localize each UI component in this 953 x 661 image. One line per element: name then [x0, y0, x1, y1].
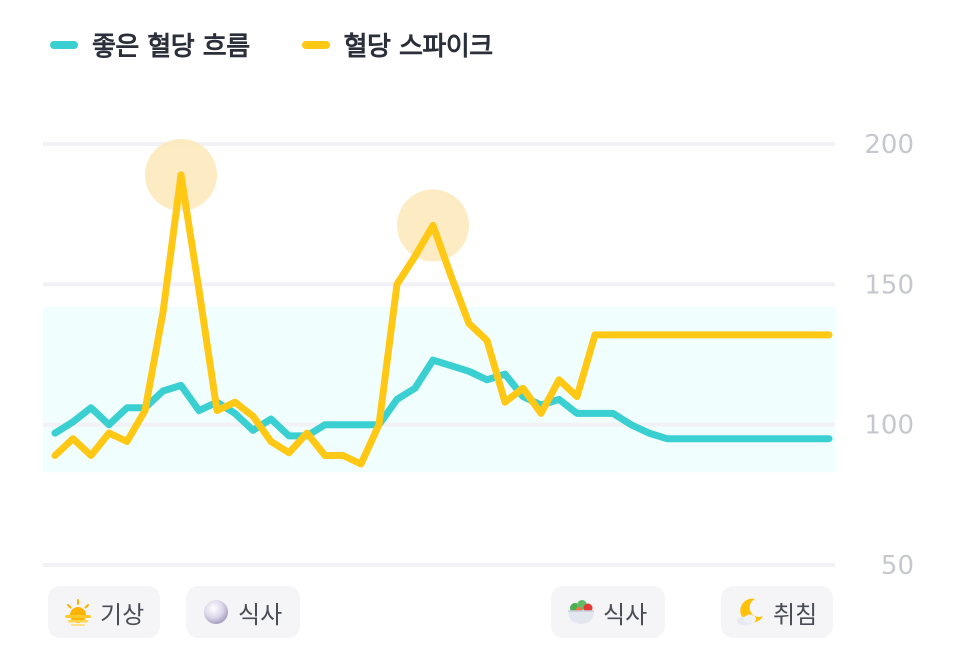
y-tick-label-50: 50: [881, 551, 914, 581]
event-chip-meal-1: 식사: [186, 586, 300, 638]
legend-item-good: 좋은 혈당 흐름: [50, 26, 250, 63]
event-chip-wake: 기상: [48, 586, 160, 638]
sunrise-icon: [65, 599, 91, 626]
event-label-meal-2: 식사: [603, 600, 648, 629]
y-tick-label-150: 150: [864, 270, 914, 300]
event-chip-sleep: 취침: [721, 586, 833, 638]
rice-ball-icon: [204, 600, 228, 624]
event-label-meal-1: 식사: [238, 600, 283, 629]
salad-bowl-icon: [568, 600, 594, 624]
legend-label-spike: 혈당 스파이크: [343, 32, 494, 62]
glucose-spike-line: [51, 171, 833, 468]
event-chip-meal-2: 식사: [551, 586, 665, 638]
event-label-wake: 기상: [100, 600, 145, 629]
legend-swatch-spike: [301, 40, 330, 49]
legend-item-spike: 혈당 스파이크: [301, 26, 494, 63]
y-tick-label-100: 100: [864, 411, 914, 441]
legend-swatch-good: [50, 40, 78, 49]
chart-legend: 좋은 혈당 흐름 혈당 스파이크: [50, 26, 493, 63]
y-tick-label-200: 200: [864, 130, 914, 160]
moon-cloud-icon: [737, 598, 763, 626]
good-glucose-line: [51, 356, 833, 443]
legend-label-good: 좋은 혈당 흐름: [92, 32, 250, 62]
event-label-sleep: 취침: [773, 600, 818, 629]
